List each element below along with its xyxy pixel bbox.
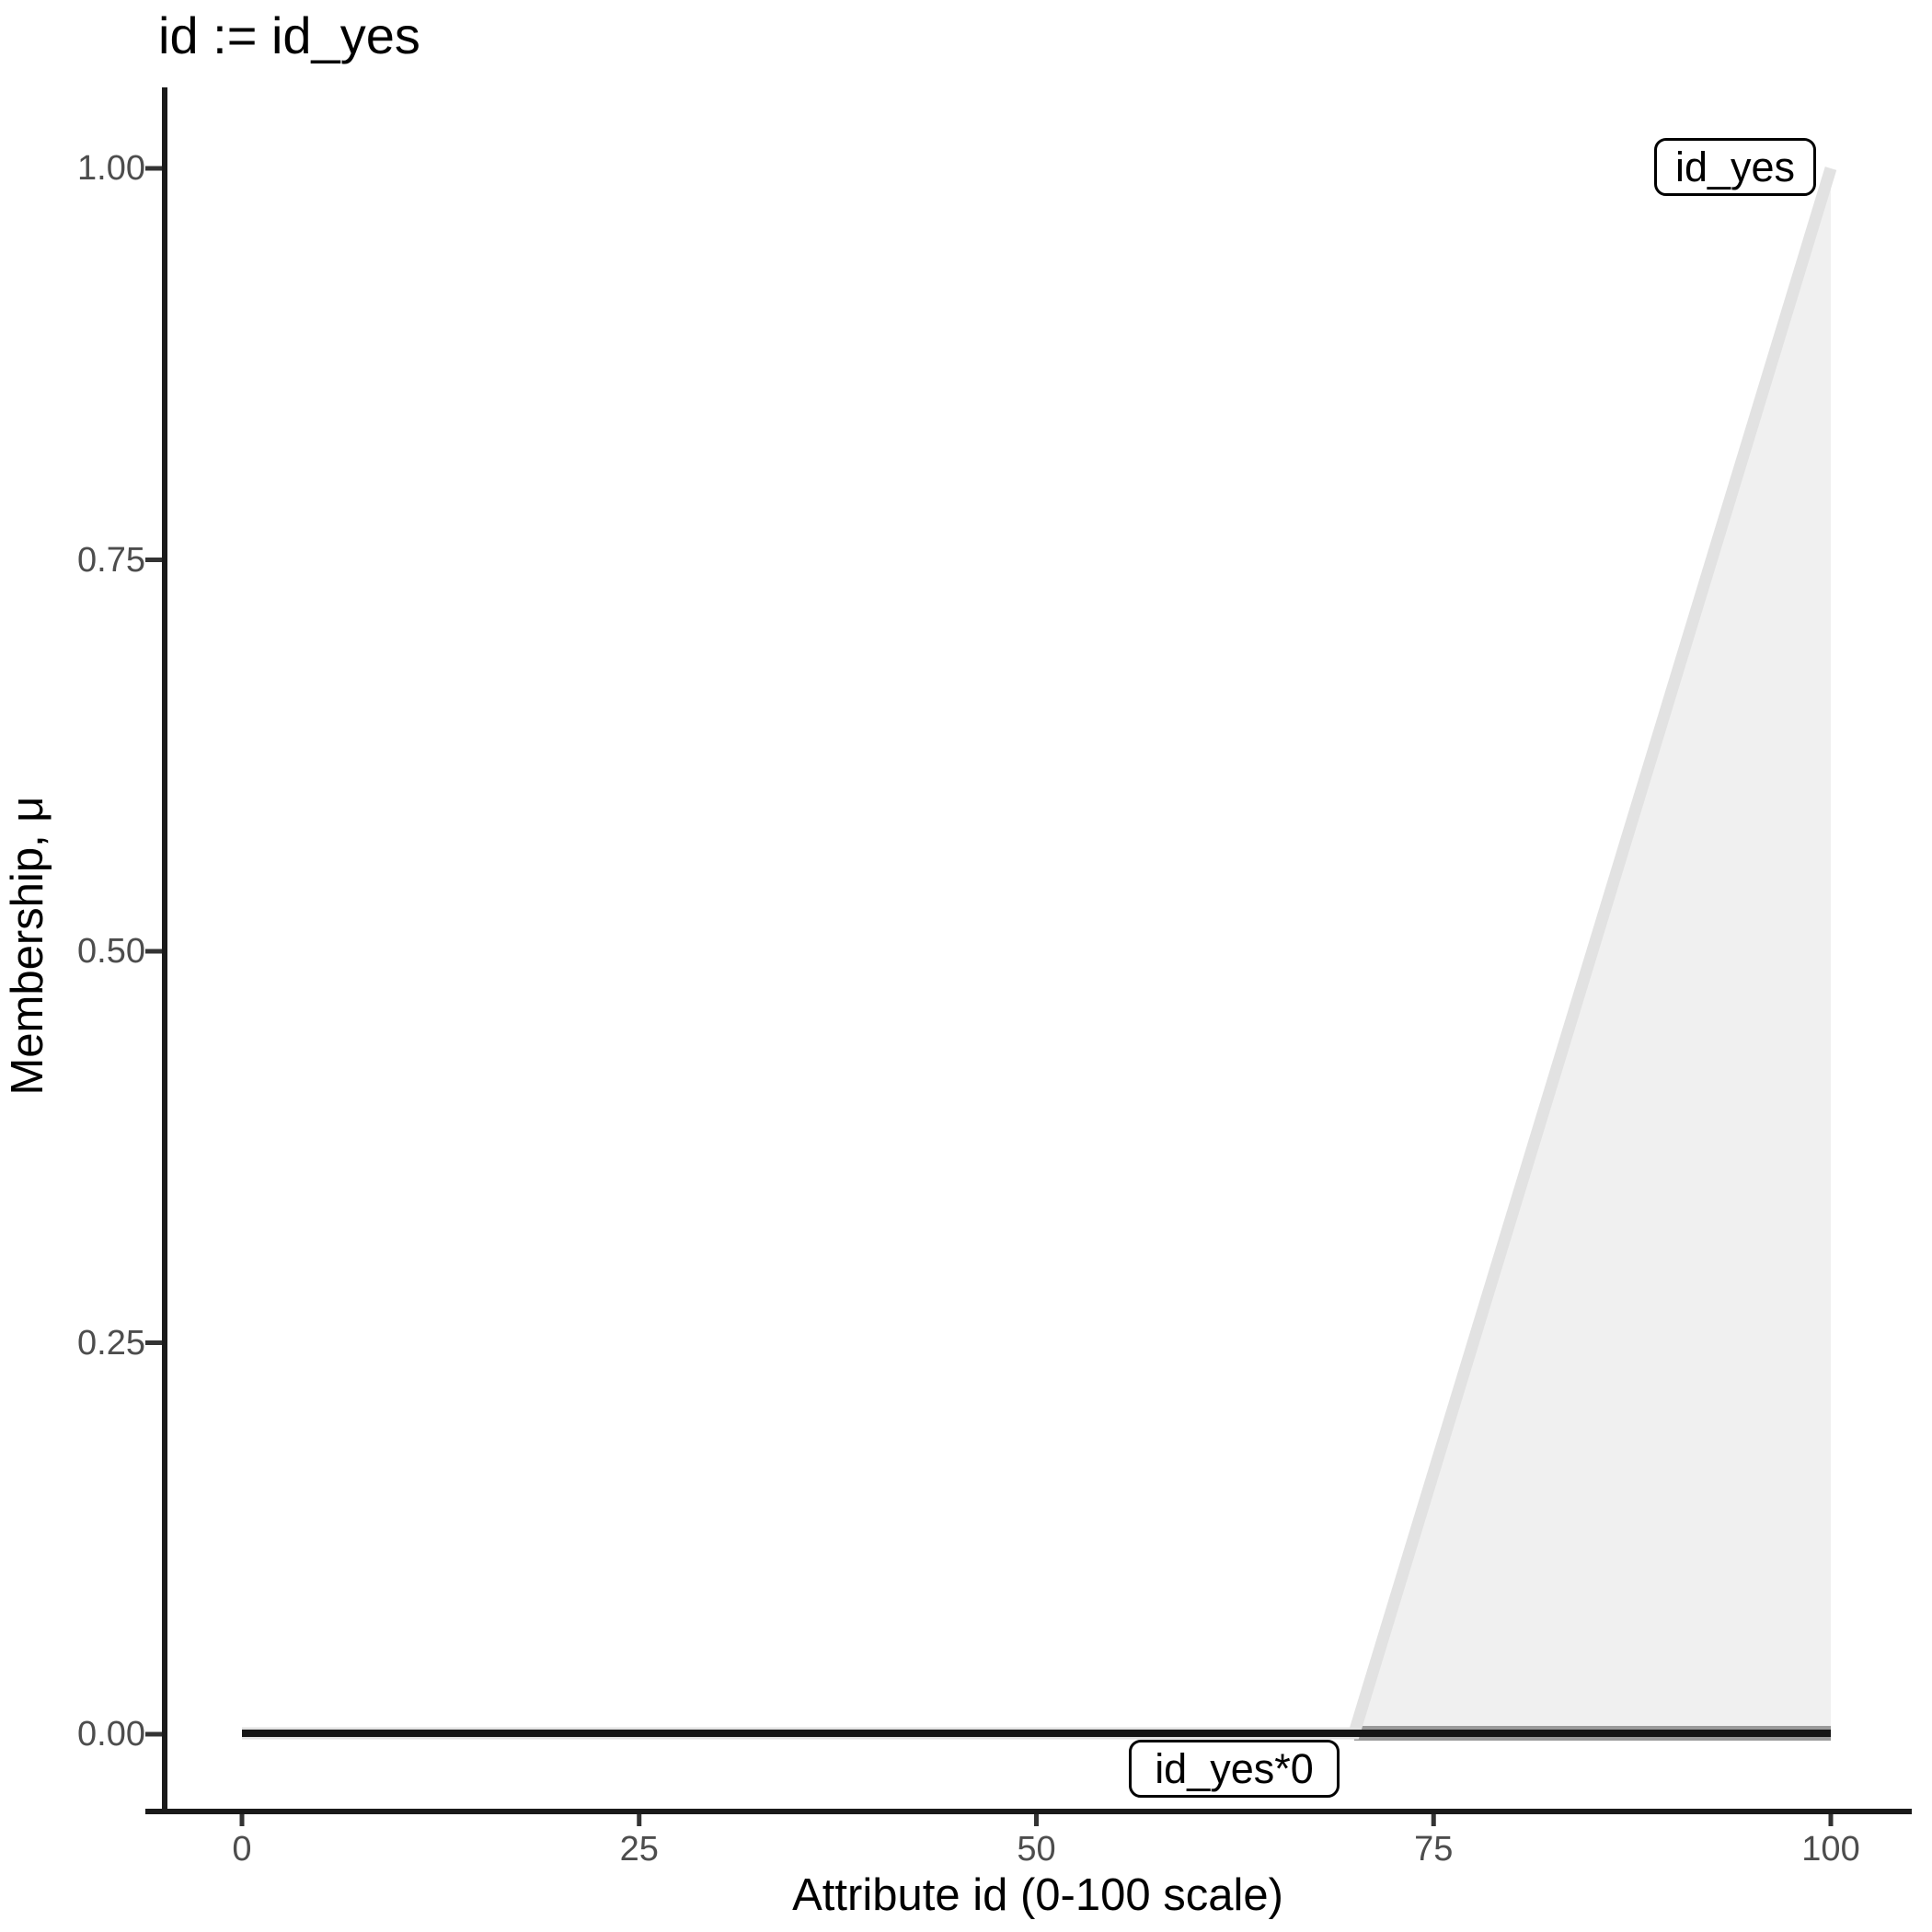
x-tick-label: 0: [232, 1830, 252, 1869]
y-tick-label: 0.25: [77, 1323, 145, 1363]
x-tick-label: 50: [1017, 1830, 1056, 1869]
series-label-id-yes: id_yes: [1654, 138, 1816, 196]
y-tick-label: 0.50: [77, 932, 145, 971]
series-label-id-yes-zero: id_yes*0: [1129, 1740, 1340, 1798]
x-tick-label: 25: [619, 1830, 659, 1869]
series-label-id-yes-zero-text: id_yes*0: [1155, 1744, 1314, 1792]
chart-title: id := id_yes: [158, 6, 420, 64]
series-label-id-yes-text: id_yes: [1674, 143, 1796, 190]
membership-area-fill: [242, 168, 1831, 1734]
y-tick-label: 0.00: [77, 1715, 145, 1754]
y-tick-label: 1.00: [77, 149, 145, 188]
x-tick-label: 100: [1801, 1830, 1860, 1869]
x-tick-label: 75: [1414, 1830, 1454, 1869]
x-axis-title: Attribute id (0-100 scale): [792, 1870, 1283, 1920]
y-tick-label: 0.75: [77, 540, 145, 580]
